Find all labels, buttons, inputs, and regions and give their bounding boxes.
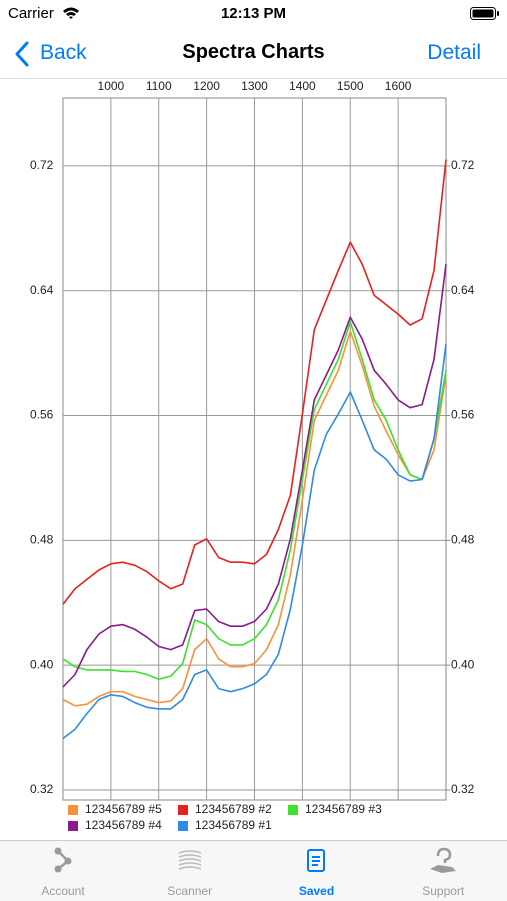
tab-icon [54,847,72,873]
tab-icon [430,847,457,873]
legend-item: 123456789 #4 [68,818,162,832]
x-tick-label: 1300 [241,79,268,93]
tab-item[interactable]: Account [0,841,126,901]
series-line [62,343,447,740]
back-button[interactable]: Back [40,41,87,64]
legend-item: 123456789 #1 [178,818,272,832]
wifi-icon [63,7,79,19]
series-line [62,159,447,605]
y2-tick-label: 0.56 [451,408,475,422]
legend-item: 123456789 #5 [68,802,162,816]
legend-item: 123456789 #2 [178,802,272,816]
back-chevron[interactable] [14,41,30,67]
y-tick-label: 0.40 [30,657,54,671]
carrier: Carrier [8,5,54,22]
series-line [62,264,447,688]
legend-swatch [68,805,78,815]
tab-label: Support [422,884,465,898]
tab-item[interactable]: Saved [254,841,380,901]
y-tick-label: 0.56 [30,408,54,422]
y2-tick-label: 0.40 [451,657,475,671]
legend-item: 123456789 #3 [288,802,382,816]
tab-bar: Account Scanner Saved Support [0,840,507,901]
x-tick-label: 1400 [289,79,316,93]
y-tick-label: 0.32 [30,782,54,796]
legend-swatch [178,821,188,831]
y-tick-label: 0.72 [30,158,54,172]
x-tick-label: 1500 [337,79,364,93]
legend-swatch [178,805,188,815]
nav-bar: Back Spectra Charts Detail [0,28,507,79]
status-bar: Carrier 12:13 PM [0,0,507,28]
legend-label: 123456789 #2 [195,802,272,816]
y-tick-label: 0.64 [30,283,54,297]
nav-title: Spectra Charts [182,41,325,63]
tab-label: Saved [298,884,335,898]
x-tick-label: 1100 [146,79,172,93]
tab-label: Scanner [167,884,213,898]
legend-swatch [68,821,78,831]
tab-label: Account [41,884,85,898]
y2-tick-label: 0.32 [451,782,475,796]
tab-icon [178,850,202,870]
legend-label: 123456789 #1 [195,818,272,832]
tab-icon [306,849,325,872]
x-tick-label: 1200 [193,79,220,93]
tab-item[interactable]: Scanner [127,841,253,901]
y2-tick-label: 0.64 [451,283,475,297]
y2-tick-label: 0.48 [451,533,475,547]
legend-swatch [288,805,298,815]
detail-button[interactable]: Detail [427,41,481,64]
tab-item[interactable]: Support [380,841,506,901]
chart: 1000 1100 1200 1300 1400 1500 1600 0.32 0.40 0.48… [30,79,475,832]
y2-tick-label: 0.72 [451,158,475,172]
legend-label: 123456789 #5 [85,802,162,816]
clock: 12:13 PM [220,5,287,22]
series-line [62,330,447,707]
battery-icon [470,7,499,20]
legend-label: 123456789 #3 [305,802,382,816]
x-tick-label: 1600 [385,79,412,93]
x-tick-label: 1000 [98,79,125,93]
series-line [62,321,447,680]
y-tick-label: 0.48 [30,533,54,547]
legend-label: 123456789 #4 [85,818,162,832]
